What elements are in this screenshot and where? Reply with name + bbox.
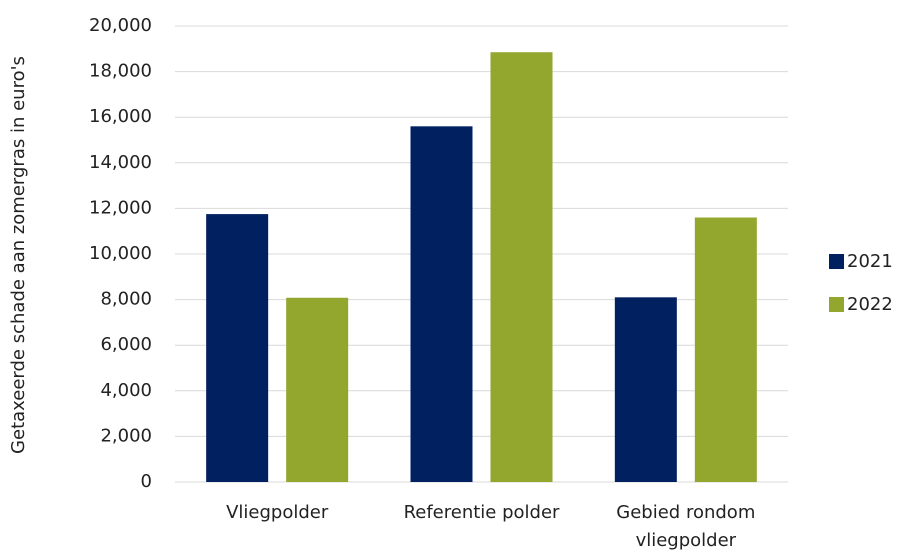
x-tick-label: Vliegpolder <box>226 502 329 523</box>
bar <box>490 52 553 482</box>
legend-label: 2021 <box>847 251 893 272</box>
x-tick-label: Referentie polder <box>403 502 560 523</box>
y-tick-label: 6,000 <box>100 334 152 355</box>
y-tick-label: 14,000 <box>89 152 152 173</box>
legend-label: 2022 <box>847 294 893 315</box>
bar <box>206 214 269 482</box>
bar <box>410 126 473 482</box>
y-tick-label: 12,000 <box>89 197 152 218</box>
y-tick-label: 0 <box>141 471 152 492</box>
y-tick-label: 16,000 <box>89 106 152 127</box>
legend-swatch <box>829 297 844 312</box>
bar <box>286 297 349 482</box>
y-tick-label: 4,000 <box>100 380 152 401</box>
y-tick-label: 20,000 <box>89 15 152 36</box>
bar <box>614 297 677 482</box>
bar <box>694 217 757 482</box>
y-tick-label: 2,000 <box>100 425 152 446</box>
y-tick-label: 8,000 <box>100 289 152 310</box>
x-tick-label: Gebied rondom vliegpolder <box>616 502 756 551</box>
legend-swatch <box>829 254 844 269</box>
y-axis-title: Getaxeerde schade aan zomergras in euro'… <box>8 56 29 454</box>
y-tick-label: 18,000 <box>89 61 152 82</box>
y-tick-label: 10,000 <box>89 243 152 264</box>
